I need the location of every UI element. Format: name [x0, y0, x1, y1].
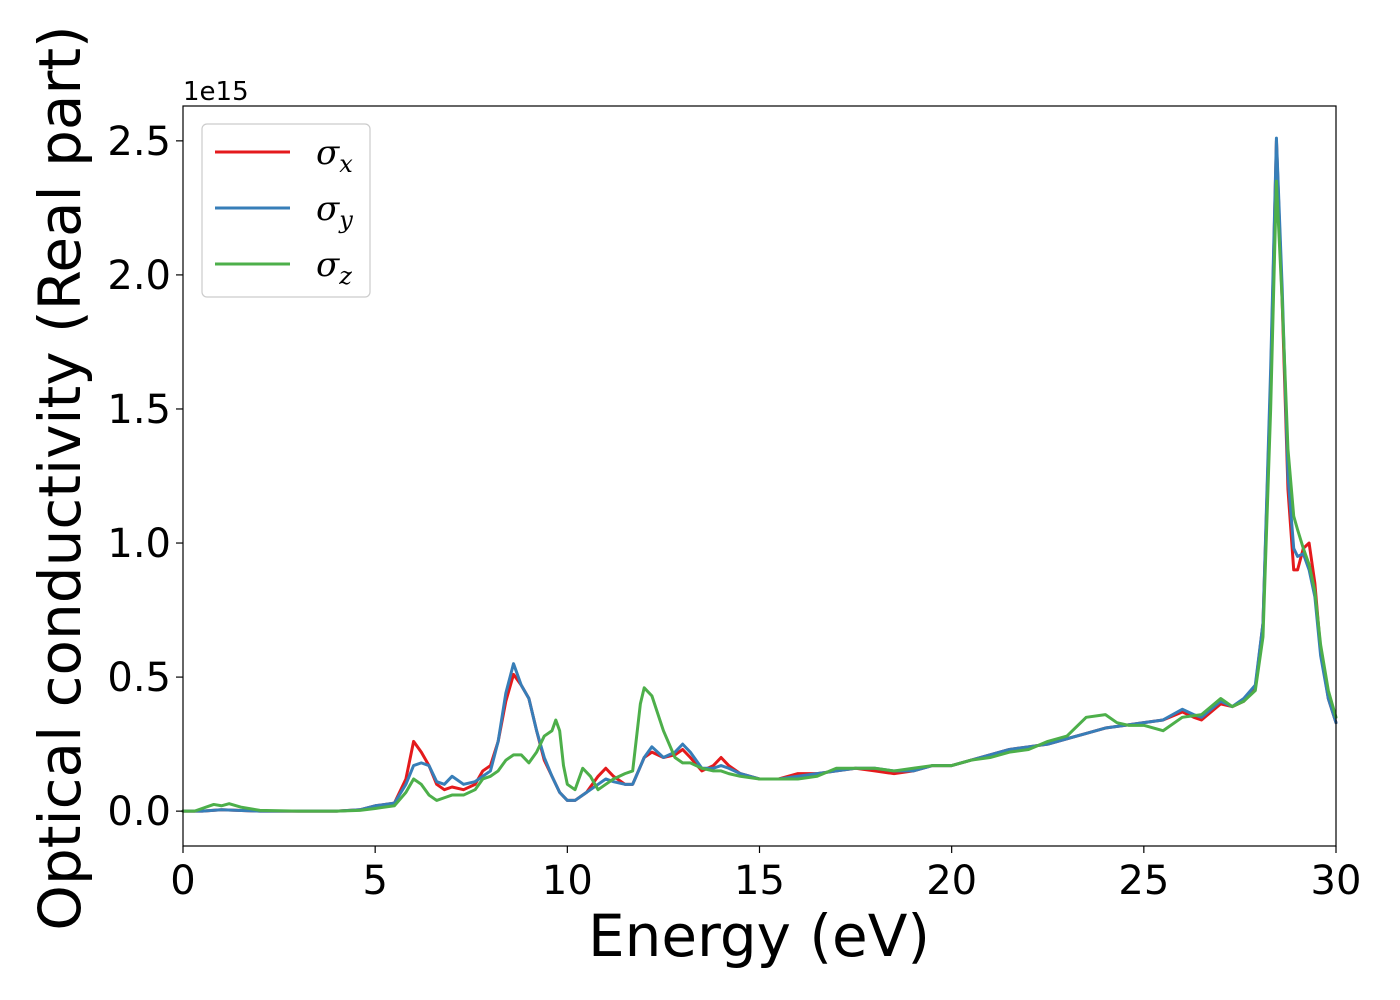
x-tick-label: 25	[1118, 858, 1169, 904]
x-tick-label: 20	[926, 858, 977, 904]
y-tick-label: 2.5	[107, 119, 171, 165]
legend-label-y: σy	[316, 189, 353, 234]
x-tick-label: 30	[1311, 858, 1362, 904]
y-axis-ticks: 0.0 0.5 1.0 1.5 2.0 2.5	[107, 119, 183, 835]
x-axis-ticks: 0 5 10 15 20 25 30	[170, 846, 1361, 904]
series-layer	[181, 136, 1338, 813]
legend-label-z: σz	[316, 245, 352, 290]
series-line-z	[181, 179, 1338, 813]
y-tick-label: 0.0	[107, 789, 171, 835]
x-tick-label: 15	[734, 858, 785, 904]
x-tick-label: 0	[170, 858, 195, 904]
y-axis-title: Optical conductivity (Real part)	[26, 25, 94, 930]
legend: σx σy σz	[201, 123, 371, 298]
legend-box	[201, 123, 371, 298]
x-axis-title: Energy (eV)	[588, 902, 930, 970]
y-axis-offset-text: 1e15	[183, 77, 249, 107]
y-tick-label: 2.0	[107, 253, 171, 299]
y-tick-label: 0.5	[107, 655, 171, 701]
y-tick-label: 1.5	[107, 387, 171, 433]
x-tick-label: 5	[362, 858, 387, 904]
y-tick-label: 1.0	[107, 521, 171, 567]
legend-label-x: σx	[316, 133, 353, 178]
x-tick-label: 10	[542, 858, 593, 904]
